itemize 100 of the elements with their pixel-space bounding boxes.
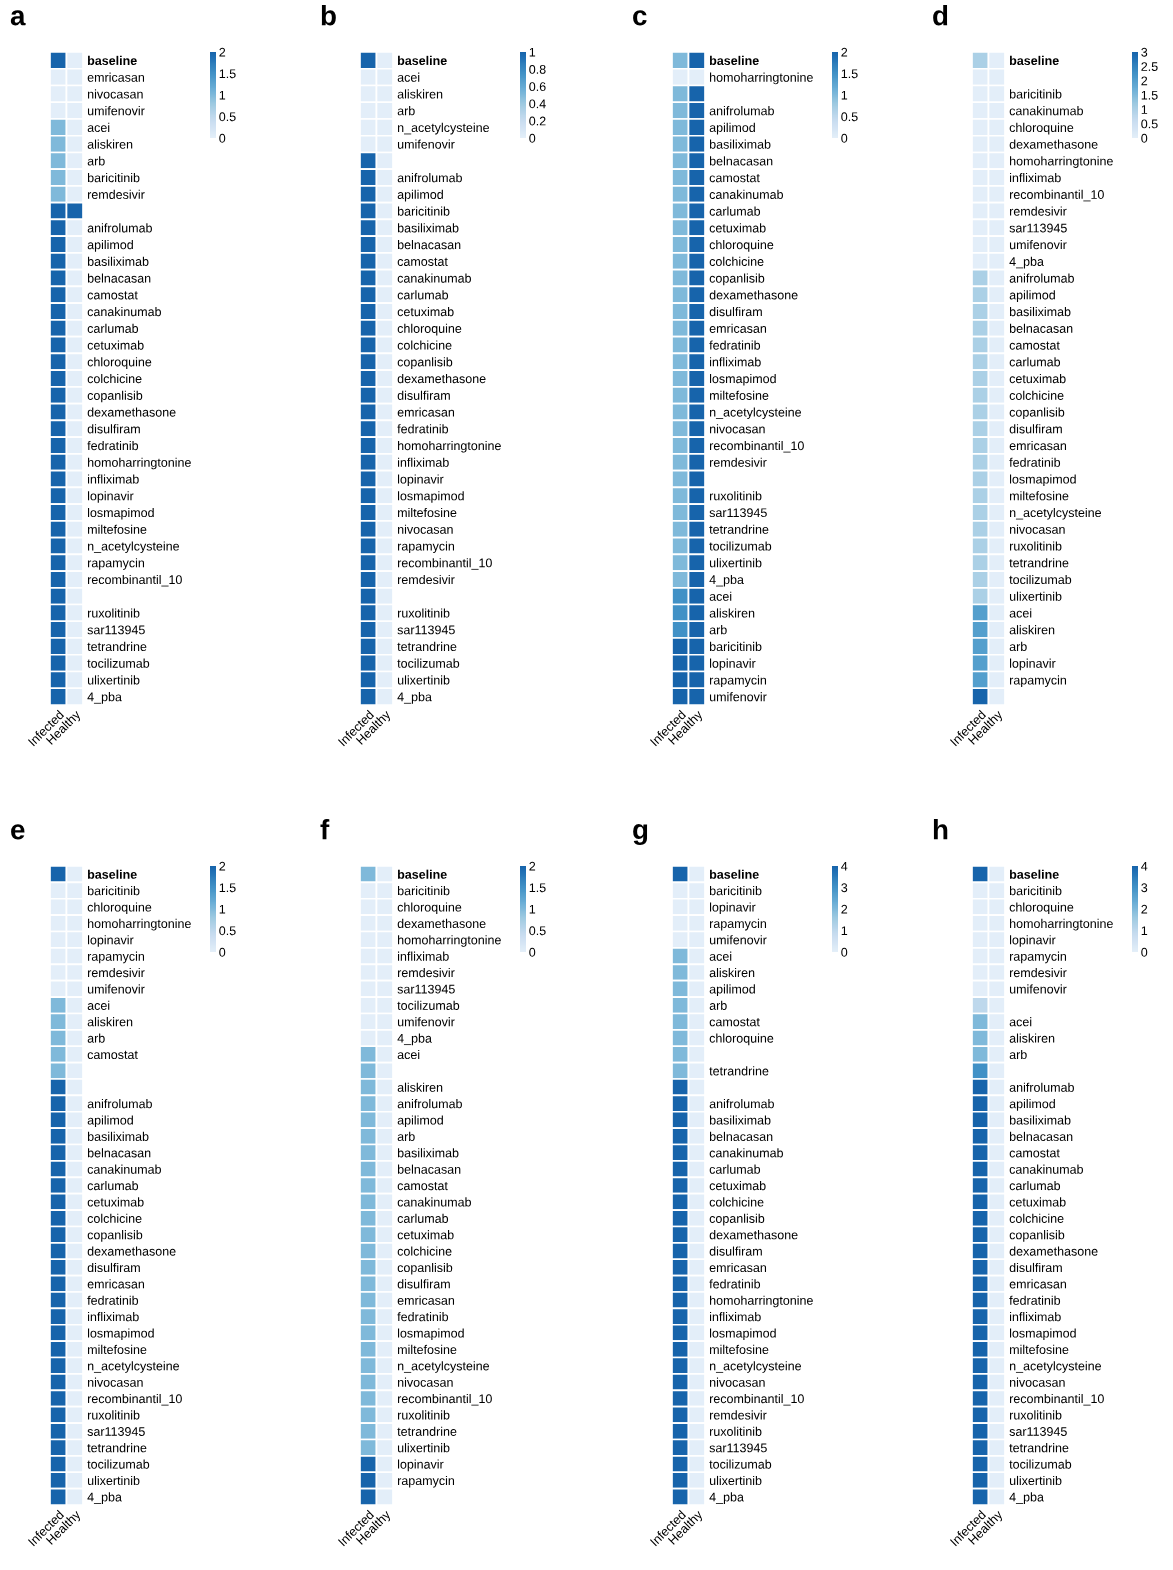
y-tick-label: n_acetylcysteine — [398, 122, 490, 135]
color-bar-label: 1 — [529, 47, 536, 57]
y-tick-label: tocilizumab — [87, 658, 150, 668]
y-tick-label: acei — [709, 951, 732, 961]
y-tick-label: remdesivir — [1010, 206, 1067, 216]
y-tick-label: canakinumab — [87, 1164, 161, 1174]
y-tick-label: apilimod — [709, 122, 755, 135]
y-tick-label: n_acetylcysteine — [88, 541, 180, 554]
y-tick-label: arb — [87, 1033, 105, 1043]
y-tick-label: baseline — [87, 869, 137, 879]
y-tick-label: acei — [1009, 608, 1032, 618]
y-tick-label: colchicine — [397, 340, 452, 350]
y-tick-label: carlumab — [87, 323, 139, 333]
y-tick-label: homoharringtonine — [1010, 156, 1113, 168]
y-tick-label: tocilizumab — [709, 1459, 772, 1469]
chart-title: d — [933, 5, 948, 26]
y-tick-label: remdesivir — [1010, 967, 1067, 978]
y-tick-label: remdesivir — [398, 967, 455, 978]
y-tick-label: rapamycin — [88, 558, 145, 570]
chart-title: c — [633, 10, 647, 26]
y-tick-label: rapamycin — [710, 675, 767, 688]
y-tick-label: acei — [709, 591, 732, 601]
y-tick-label: losmapimod — [398, 1328, 464, 1341]
y-tick-label: fedratinib — [1009, 1295, 1061, 1305]
y-tick-label: apilimod — [87, 1115, 133, 1128]
y-tick-label: apilimod — [1009, 290, 1055, 302]
y-tick-label: disulfiram — [87, 1262, 140, 1273]
y-tick-label: miltefosine — [1010, 491, 1069, 501]
y-tick-label: colchicine — [1009, 1213, 1064, 1223]
y-tick-label: tetrandrine — [397, 1426, 457, 1436]
y-tick-label: umifenovir — [1009, 240, 1067, 250]
y-tick-label: cetuximab — [709, 1180, 766, 1191]
y-tick-label: n_acetylcysteine — [1010, 1361, 1102, 1373]
y-tick-label: arb — [87, 156, 105, 166]
chart-title: e — [11, 824, 25, 840]
y-tick-label: rapamycin — [1010, 951, 1067, 964]
y-tick-label: fedratinib — [397, 424, 449, 434]
color-bar-label: 0.2 — [529, 116, 546, 126]
y-tick-label: baricitinib — [397, 886, 450, 896]
y-tick-label: n_acetylcysteine — [88, 1361, 180, 1373]
y-tick-label: losmapimod — [710, 1328, 776, 1341]
y-tick-label: recombinantil_10 — [398, 1393, 492, 1406]
y-tick-label: baricitinib — [87, 886, 140, 896]
y-tick-label: dexamethasone — [709, 1230, 798, 1240]
y-tick-label: tetrandrine — [397, 641, 457, 652]
y-tick-label: colchicine — [709, 1197, 764, 1207]
y-tick-label: chloroquine — [1009, 122, 1074, 135]
y-tick-label: camostat — [87, 1050, 138, 1060]
color-bar-label: 1.5 — [529, 883, 546, 893]
y-tick-label: nivocasan — [398, 1377, 453, 1387]
y-tick-label: belnacasan — [397, 240, 461, 250]
y-tick-label: tetrandrine — [1009, 1443, 1069, 1453]
y-tick-label: sar113945 — [397, 625, 455, 635]
y-tick-label: umifenovir — [397, 139, 455, 149]
color-bar-label: 3 — [1141, 47, 1148, 57]
y-tick-label: emricasan — [709, 1262, 767, 1273]
color-bar-label: 2 — [841, 47, 848, 57]
y-tick-label: lopinavir — [1010, 658, 1056, 671]
y-tick-label: anifrolumab — [397, 173, 462, 183]
y-tick-label: anifrolumab — [1009, 273, 1074, 283]
color-bar-label: 2.5 — [1141, 62, 1158, 71]
y-tick-label: recombinantil_10 — [398, 558, 492, 570]
y-tick-label: remdesivir — [710, 457, 767, 467]
y-tick-label: dexamethasone — [87, 1246, 176, 1256]
y-tick-label: recombinantil_10 — [710, 1393, 804, 1406]
y-tick-label: losmapimod — [88, 1328, 154, 1341]
color-bar-label: 0.5 — [219, 926, 236, 936]
color-bar-label: 0 — [1141, 133, 1148, 143]
y-tick-label: baricitinib — [1009, 886, 1062, 896]
y-tick-label: disulfiram — [1009, 1262, 1062, 1273]
y-tick-label: nivocasan — [88, 89, 143, 99]
y-tick-label: ruxolitinib — [1010, 1410, 1062, 1420]
y-tick-label: acei — [87, 1000, 110, 1010]
color-bar-label: 2 — [841, 904, 848, 914]
y-tick-label: anifrolumab — [397, 1099, 462, 1109]
color-bar-label: 2 — [1141, 904, 1148, 914]
y-tick-label: 4_pba — [87, 1492, 122, 1504]
y-tick-label: acei — [397, 1049, 420, 1060]
y-tick-label: belnacasan — [397, 1164, 461, 1174]
y-tick-label: canakinumab — [709, 1148, 783, 1158]
y-tick-label: arb — [397, 1131, 415, 1141]
y-tick-label: tocilizumab — [397, 1000, 460, 1010]
color-bar-label: 1 — [529, 904, 536, 914]
y-tick-label: acei — [1009, 1017, 1032, 1027]
y-tick-label: 4_pba — [397, 692, 432, 704]
y-tick-label: homoharringtonine — [398, 440, 501, 453]
y-tick-label: dexamethasone — [87, 407, 176, 417]
y-tick-label: fedratinib — [87, 1295, 139, 1305]
y-tick-label: anifrolumab — [1009, 1082, 1074, 1092]
y-tick-label: ruxolitinib — [88, 608, 140, 618]
y-tick-label: fedratinib — [709, 340, 761, 350]
y-tick-label: disulfiram — [397, 1279, 450, 1289]
y-tick-label: camostat — [1009, 1149, 1060, 1158]
y-tick-label: belnacasan — [1009, 1131, 1073, 1141]
y-tick-label: colchicine — [709, 256, 764, 266]
y-tick-label: canakinumab — [87, 307, 161, 317]
y-tick-label: dexamethasone — [1009, 139, 1098, 149]
y-tick-label: miltefosine — [710, 390, 769, 400]
y-tick-label: baricitinib — [87, 173, 140, 183]
y-tick-label: recombinantil_10 — [710, 440, 804, 453]
